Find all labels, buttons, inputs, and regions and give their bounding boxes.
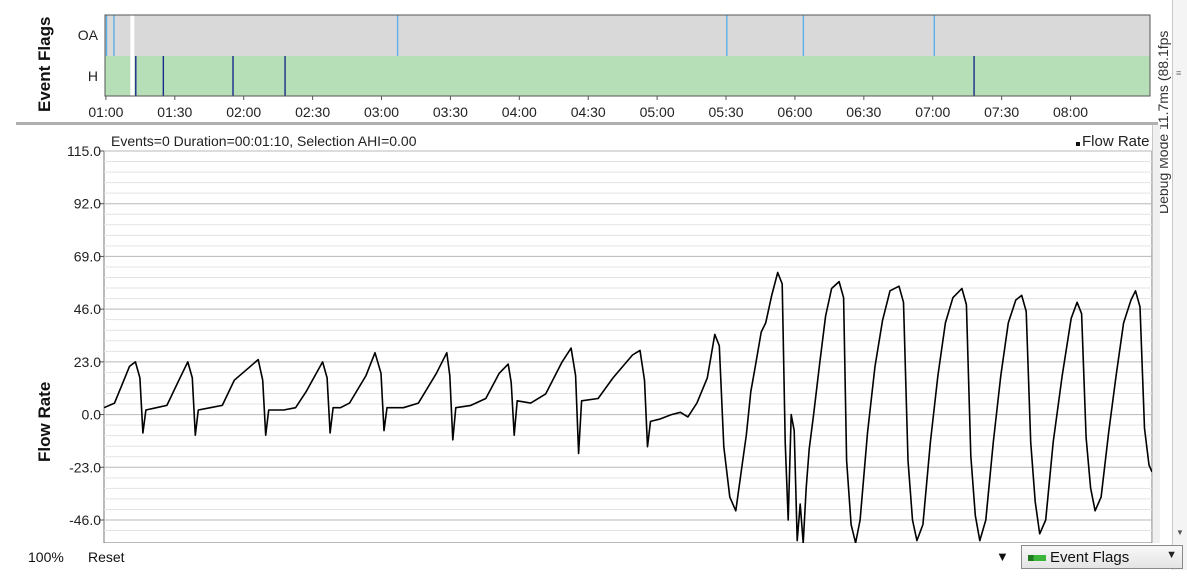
y-tick-label: 69.0 bbox=[74, 248, 101, 264]
y-tick-label: 23.0 bbox=[74, 354, 101, 370]
x-tick-label: 05:30 bbox=[709, 104, 744, 120]
selection-indicator[interactable] bbox=[130, 13, 135, 96]
flow-rate-chart[interactable]: 115.0 92.0 69.0 46.0 23.0 0.0 -23.0 -46.0 Flow … bbox=[0, 0, 1187, 545]
x-tick-label: 08:00 bbox=[1053, 104, 1088, 120]
x-tick-label: 06:00 bbox=[777, 104, 812, 120]
y-tick-label: -46.0 bbox=[69, 512, 101, 528]
x-tick-label: 05:00 bbox=[640, 104, 675, 120]
event-flags-title: Event Flags bbox=[35, 17, 54, 112]
event-flags-panel[interactable]: 01:00 01:30 02:00 02:30 03:00 03:30 04:00 04:30… bbox=[0, 0, 1187, 126]
event-row-h[interactable] bbox=[105, 56, 1150, 96]
layout-menu-icon[interactable]: ▼ bbox=[996, 549, 1009, 564]
x-tick-label: 03:30 bbox=[433, 104, 468, 120]
event-flags-frame bbox=[104, 14, 1151, 97]
x-tick-label: 02:00 bbox=[226, 104, 261, 120]
panel-splitter[interactable] bbox=[16, 122, 1158, 125]
scroll-down-icon[interactable]: ▼ bbox=[1176, 528, 1184, 537]
plot-area[interactable] bbox=[103, 150, 1153, 544]
x-tick-label: 06:30 bbox=[846, 104, 881, 120]
bottom-bar bbox=[0, 543, 1172, 576]
zoom-level: 100% bbox=[28, 549, 64, 565]
dropdown-label: Event Flags bbox=[1050, 549, 1130, 566]
right-scrollbar[interactable]: ≡ ▼ bbox=[1172, 0, 1187, 570]
y-tick-label: -23.0 bbox=[69, 459, 101, 475]
graph-vertical-scrollbar[interactable] bbox=[1152, 125, 1160, 543]
y-tick-label: 115.0 bbox=[67, 143, 101, 159]
selection-status: Events=0 Duration=00:01:10, Selection AH… bbox=[111, 133, 417, 149]
legend-label: Flow Rate bbox=[1082, 133, 1150, 150]
x-tick-label: 01:30 bbox=[157, 104, 192, 120]
scroll-grip-icon: ≡ bbox=[1176, 68, 1182, 78]
event-row-oa[interactable] bbox=[105, 15, 1150, 56]
chevron-down-icon: ▼ bbox=[1166, 549, 1177, 561]
x-tick-label: 07:00 bbox=[915, 104, 950, 120]
x-tick-label: 04:30 bbox=[571, 104, 606, 120]
x-tick-label: 03:00 bbox=[364, 104, 399, 120]
legend-swatch bbox=[1076, 142, 1080, 146]
x-tick-label: 07:30 bbox=[984, 104, 1019, 120]
row-label-oa: OA bbox=[78, 27, 99, 43]
flow-rate-series-line bbox=[104, 271, 1152, 543]
x-tick-label: 02:30 bbox=[295, 104, 330, 120]
row-label-h: H bbox=[88, 68, 98, 84]
y-tick-label: 0.0 bbox=[82, 407, 102, 423]
y-axis-label: Flow Rate bbox=[35, 382, 54, 462]
event-flags-swatch-icon bbox=[1028, 555, 1046, 561]
graph-select-dropdown[interactable]: Event Flags ▼ bbox=[1021, 545, 1183, 569]
x-tick-label: 04:00 bbox=[502, 104, 537, 120]
reset-button[interactable]: Reset bbox=[88, 549, 125, 565]
y-tick-label: 46.0 bbox=[74, 301, 101, 317]
x-tick-label: 01:00 bbox=[88, 104, 123, 120]
y-tick-label: 92.0 bbox=[74, 196, 101, 212]
